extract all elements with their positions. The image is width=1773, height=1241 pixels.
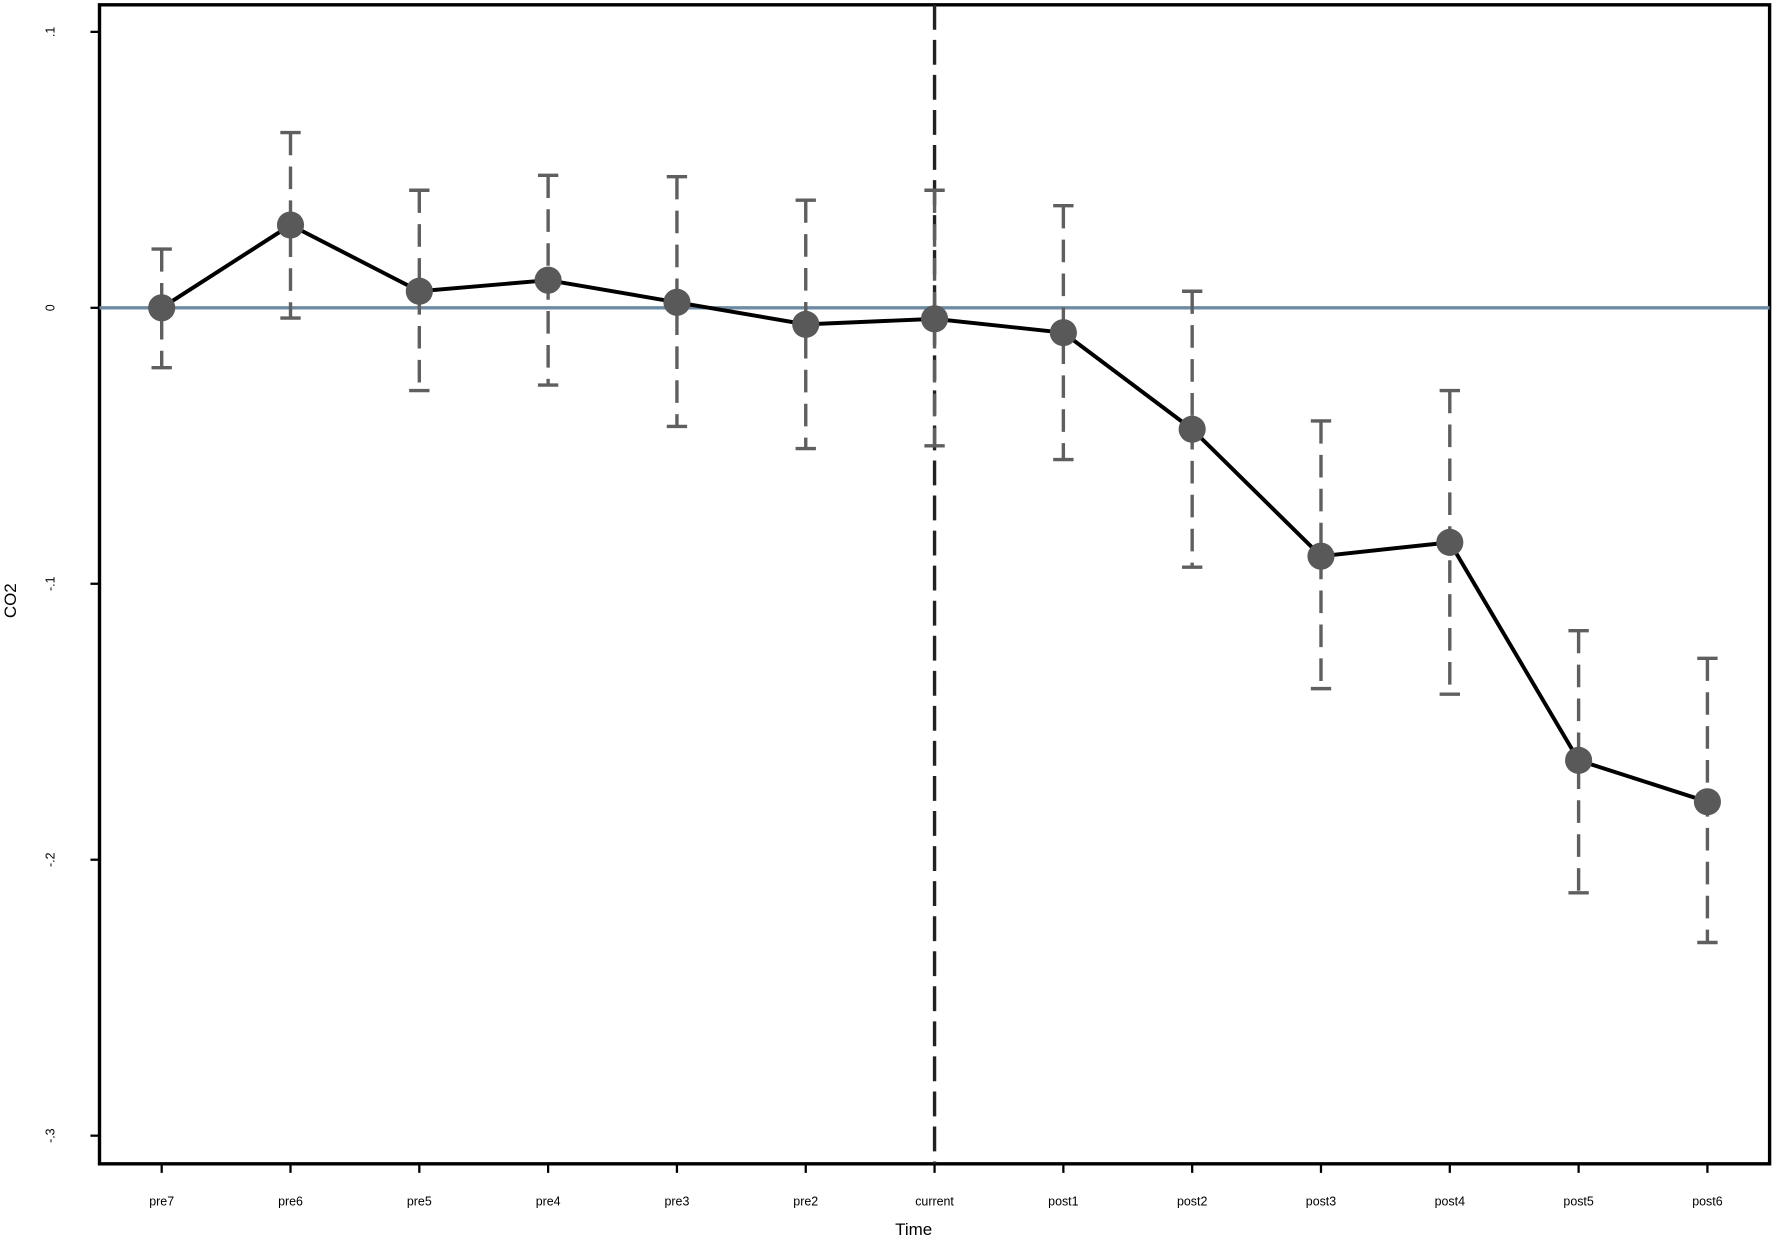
y-tick-label: 0 [43, 304, 57, 311]
point [1436, 528, 1464, 556]
x-tick-label: post2 [1177, 1195, 1207, 1209]
point [148, 294, 176, 322]
point [1693, 788, 1721, 816]
x-tick-label: pre4 [536, 1195, 561, 1209]
x-tick-label: pre7 [149, 1195, 174, 1209]
point [1049, 319, 1077, 347]
x-tick-label: post4 [1435, 1195, 1465, 1209]
x-tick-label: post3 [1306, 1195, 1336, 1209]
x-tick-label: pre3 [664, 1195, 689, 1209]
y-tick-label: -.1 [43, 576, 57, 591]
point [920, 305, 949, 333]
x-tick-label: pre6 [278, 1195, 303, 1209]
x-tick-label: post5 [1563, 1195, 1593, 1209]
y-axis-title: CO2 [1, 583, 20, 618]
x-tick-label: post6 [1692, 1195, 1722, 1209]
point [1178, 415, 1206, 443]
y-tick-label: -.2 [43, 852, 57, 867]
y-tick-label: -.3 [43, 1128, 57, 1143]
point [663, 288, 691, 316]
x-tick-label: pre5 [407, 1195, 432, 1209]
y-tick-label: .1 [43, 27, 57, 37]
point [276, 211, 305, 239]
point [405, 277, 433, 305]
point [534, 266, 562, 294]
x-tick-label: pre2 [793, 1195, 818, 1209]
x-axis-title: Time [895, 1220, 932, 1239]
x-tick-label: current [915, 1195, 954, 1209]
point [792, 310, 820, 338]
x-tick-label: post1 [1048, 1195, 1078, 1209]
point [1565, 746, 1593, 774]
point [1307, 542, 1335, 570]
